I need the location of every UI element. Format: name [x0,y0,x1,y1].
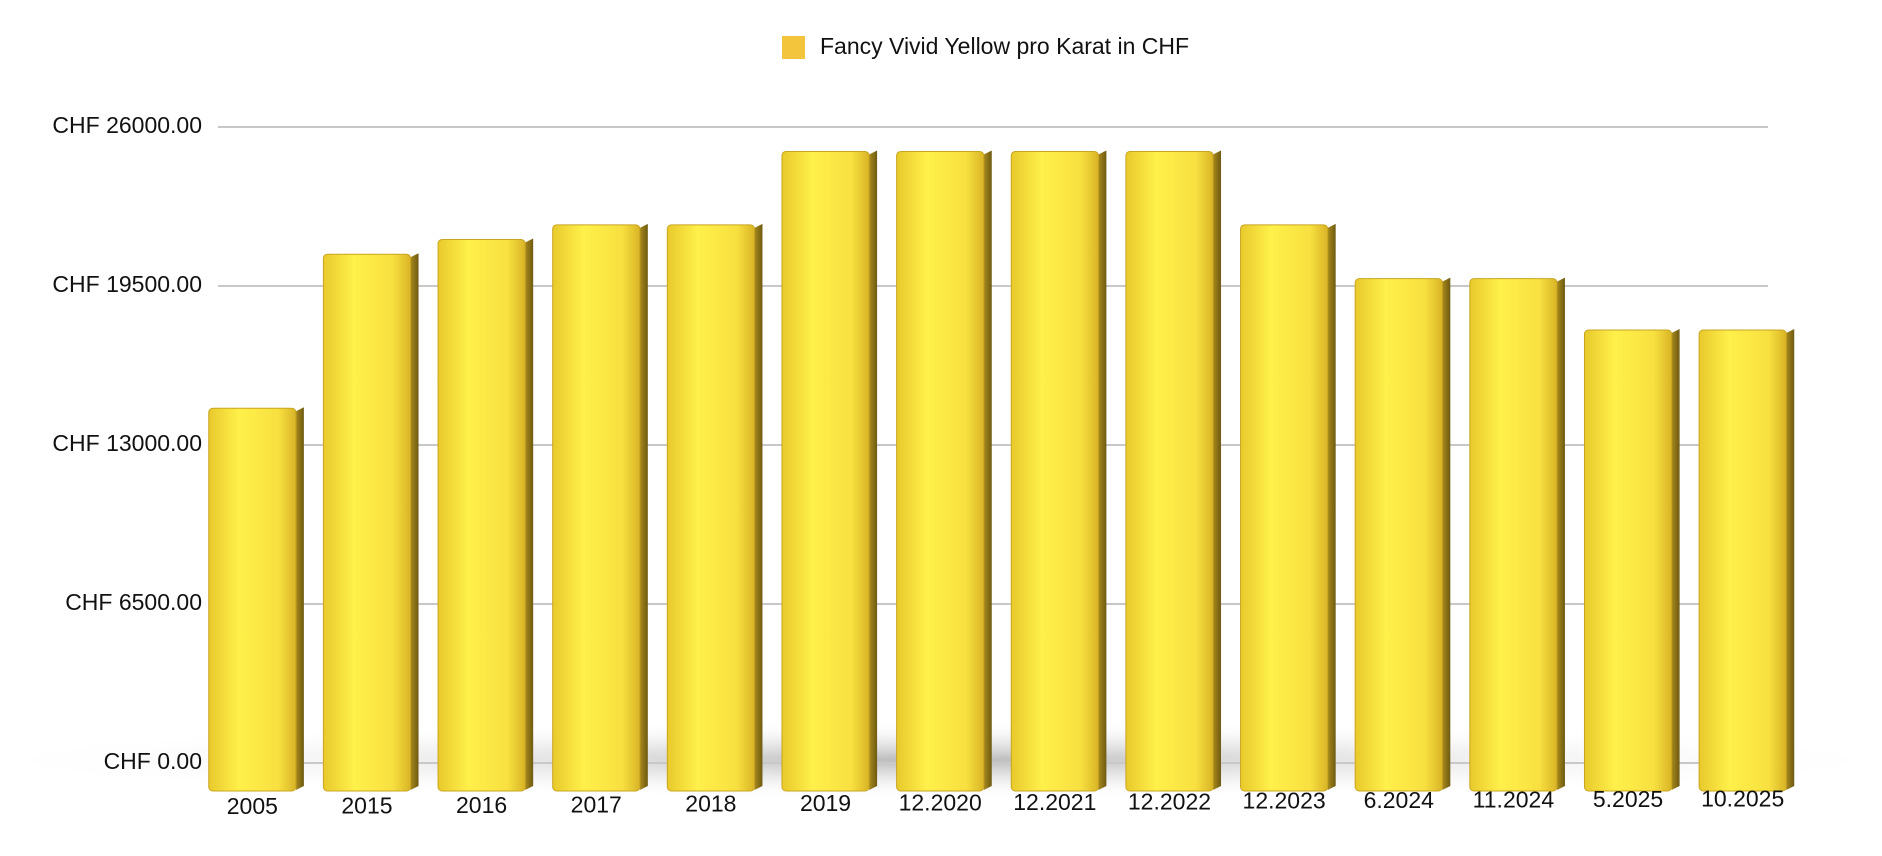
bar [1354,278,1443,792]
bar-side [1786,329,1795,790]
bar-side [754,223,763,790]
bar-side [1442,277,1451,791]
bar [437,239,526,792]
bar-side [1327,223,1336,790]
x-tick-label: 12.2022 [1128,788,1211,814]
x-tick-label: 2018 [685,791,736,817]
bar-side [1213,150,1222,790]
bar [1240,224,1329,792]
y-tick-label: CHF 26000.00 [52,112,202,138]
bar-side [1671,329,1680,790]
bar [552,224,641,792]
x-tick-label: 12.2020 [899,789,982,815]
bar [1010,150,1099,792]
bar-side [410,253,419,790]
x-tick-label: 2016 [456,792,507,818]
bar-side [295,407,304,790]
bar [1125,150,1214,792]
bar-side [639,223,648,790]
bar [208,407,297,792]
bar [1583,329,1673,792]
x-tick-label: 5.2025 [1593,786,1663,812]
x-tick-label: 2015 [341,792,392,818]
legend-swatch [782,36,805,59]
y-tick-label: CHF 6500.00 [65,589,202,615]
x-tick-label: 2017 [571,791,622,817]
y-tick-label: CHF 19500.00 [52,271,202,297]
bar [781,150,870,792]
x-tick-label: 11.2024 [1473,786,1555,812]
bar-side [1556,277,1565,791]
bar-side [1098,150,1107,790]
bar-side [525,238,534,790]
bar-side [869,150,878,790]
bar-side [983,150,992,790]
x-tick-label: 6.2024 [1364,787,1435,813]
x-tick-label: 10.2025 [1701,785,1784,811]
x-tick-label: 2019 [800,790,851,816]
y-tick-label: CHF 0.00 [104,748,202,774]
x-tick-label: 12.2023 [1243,788,1326,814]
x-tick-label: 12.2021 [1013,789,1096,815]
bar [322,253,412,792]
bar [896,150,985,792]
bar [666,224,755,792]
bar [1698,329,1787,792]
legend-label: Fancy Vivid Yellow pro Karat in CHF [820,33,1189,59]
y-tick-label: CHF 13000.00 [52,430,202,456]
x-tick-label: 2005 [227,793,278,819]
bar [1469,278,1558,792]
